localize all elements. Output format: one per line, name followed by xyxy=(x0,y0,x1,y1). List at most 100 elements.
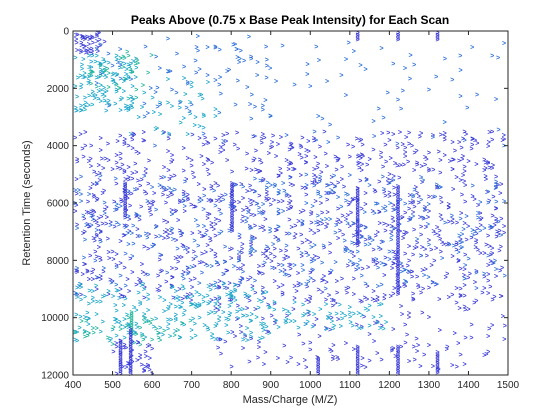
peak-marker: > xyxy=(312,312,316,319)
peak-marker: > xyxy=(348,305,352,312)
peak-marker: > xyxy=(202,193,206,200)
peak-marker: > xyxy=(242,58,246,65)
peak-marker: > xyxy=(436,360,440,367)
peak-marker: > xyxy=(247,359,251,366)
peak-marker: > xyxy=(88,185,92,192)
peak-marker: > xyxy=(97,37,101,44)
peak-marker: > xyxy=(502,132,506,139)
peak-marker: > xyxy=(482,157,486,164)
peak-marker: > xyxy=(105,214,109,221)
peak-marker: > xyxy=(487,129,491,136)
peak-marker: > xyxy=(136,60,140,67)
peak-marker: > xyxy=(99,214,103,221)
peak-marker: > xyxy=(241,313,245,320)
peak-marker: > xyxy=(118,339,122,346)
peak-marker: > xyxy=(420,310,424,317)
peak-marker: > xyxy=(261,224,265,231)
peak-marker: > xyxy=(144,166,148,173)
peak-marker: > xyxy=(129,359,133,366)
peak-marker: > xyxy=(485,190,489,197)
peak-marker: > xyxy=(332,297,336,304)
peak-marker: > xyxy=(348,249,352,256)
peak-marker: > xyxy=(396,242,400,249)
peak-marker: > xyxy=(389,178,393,185)
peak-marker: > xyxy=(204,249,208,256)
peak-marker: > xyxy=(356,243,360,250)
peak-marker: > xyxy=(189,302,193,309)
peak-marker: > xyxy=(396,145,400,152)
peak-marker: > xyxy=(83,294,87,301)
peak-marker: > xyxy=(484,160,488,167)
peak-marker: > xyxy=(109,280,113,287)
peak-marker: > xyxy=(105,101,109,108)
peak-marker: > xyxy=(423,154,427,161)
peak-marker: > xyxy=(358,224,362,231)
peak-marker: > xyxy=(179,99,183,106)
peak-marker: > xyxy=(73,337,77,344)
peak-marker: > xyxy=(330,297,334,304)
peak-marker: > xyxy=(346,285,350,292)
peak-marker: > xyxy=(431,133,435,140)
peak-marker: > xyxy=(201,131,205,138)
peak-marker: > xyxy=(379,357,383,364)
peak-marker: > xyxy=(447,205,451,212)
peak-marker: > xyxy=(98,171,102,178)
peak-marker: > xyxy=(331,190,335,197)
peak-marker: > xyxy=(450,363,454,370)
peak-marker: > xyxy=(166,317,170,324)
peak-marker: > xyxy=(447,201,451,208)
peak-marker: > xyxy=(366,308,370,315)
peak-marker: > xyxy=(462,283,466,290)
peak-marker: > xyxy=(233,208,237,215)
peak-marker: > xyxy=(461,173,465,180)
peak-marker: > xyxy=(494,184,498,191)
peak-marker: > xyxy=(301,302,305,309)
peak-marker: > xyxy=(147,367,151,374)
peak-marker: > xyxy=(123,211,127,218)
peak-marker: > xyxy=(407,243,411,250)
peak-marker: > xyxy=(307,149,311,156)
peak-marker: > xyxy=(494,199,498,206)
peak-marker: > xyxy=(258,169,262,176)
peak-marker: > xyxy=(227,304,231,311)
peak-marker: > xyxy=(409,215,413,222)
peak-marker: > xyxy=(202,114,206,121)
peak-marker: > xyxy=(98,173,102,180)
peak-marker: > xyxy=(396,283,400,290)
peak-marker: > xyxy=(356,205,360,212)
peak-marker: > xyxy=(304,160,308,167)
peak-marker: > xyxy=(200,270,204,277)
peak-marker: > xyxy=(411,194,415,201)
peak-marker: > xyxy=(438,236,442,243)
peak-marker: > xyxy=(104,108,108,115)
peak-marker: > xyxy=(238,280,242,287)
peak-marker: > xyxy=(154,316,158,323)
peak-marker: > xyxy=(499,216,503,223)
peak-marker: > xyxy=(99,228,103,235)
peak-marker: > xyxy=(308,84,312,91)
peak-marker: > xyxy=(150,317,154,324)
peak-marker: > xyxy=(209,199,213,206)
peak-marker: > xyxy=(225,285,229,292)
peak-marker: > xyxy=(142,368,146,375)
peak-marker: > xyxy=(403,150,407,157)
peak-marker: > xyxy=(325,197,329,204)
peak-marker: > xyxy=(186,81,190,88)
peak-marker: > xyxy=(396,370,400,377)
peak-marker: > xyxy=(213,203,217,210)
peak-marker: > xyxy=(356,191,360,198)
peak-marker: > xyxy=(166,36,170,43)
y-tick-label: 8000 xyxy=(47,256,70,267)
peak-marker: > xyxy=(306,61,310,68)
peak-marker: > xyxy=(148,355,152,362)
peak-marker: > xyxy=(348,310,352,317)
peak-marker: > xyxy=(316,366,320,373)
peak-marker: > xyxy=(123,296,127,303)
peak-marker: > xyxy=(340,316,344,323)
peak-marker: > xyxy=(396,230,400,237)
peak-marker: > xyxy=(170,285,174,292)
peak-marker: > xyxy=(396,197,400,204)
peak-marker: > xyxy=(265,198,269,205)
peak-marker: > xyxy=(170,275,174,282)
peak-marker: > xyxy=(471,233,475,240)
